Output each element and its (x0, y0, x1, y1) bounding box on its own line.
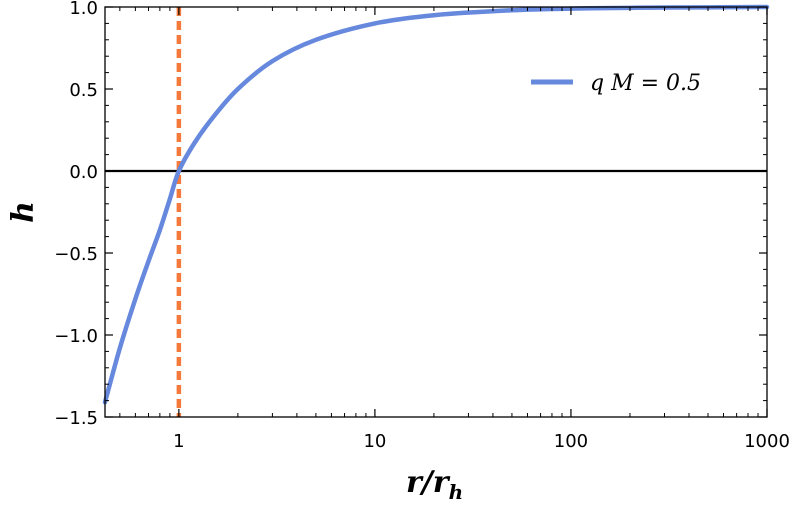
y-axis-title: h (6, 201, 41, 223)
x-tick-label: 1 (173, 431, 184, 452)
y-tick-label: −0.5 (54, 244, 98, 265)
legend: q M = 0.5 (531, 71, 701, 96)
plot-lines (102, 4, 770, 417)
tick-marks (105, 6, 768, 418)
tick-labels: 1 10 100 1000 1.0 0.5 0.0 −0.5 −1.0 −1.5 (54, 0, 790, 452)
y-tick-label: 0.0 (69, 162, 98, 183)
x-axis-title-subscript: h (449, 480, 464, 504)
y-tick-label: −1.0 (54, 326, 98, 347)
y-tick-label: −1.5 (54, 408, 98, 429)
legend-label: q M = 0.5 (590, 71, 701, 96)
x-axis-title: r/rh (406, 465, 463, 504)
x-tick-label: 100 (554, 431, 588, 452)
y-tick-label: 1.0 (69, 0, 98, 19)
plot-frame (104, 6, 768, 418)
x-tick-label: 1000 (744, 431, 790, 452)
x-axis-title-main: r/r (406, 465, 451, 500)
y-tick-label: 0.5 (69, 80, 98, 101)
series-line-0 (102, 4, 770, 405)
x-tick-label: 10 (363, 431, 386, 452)
